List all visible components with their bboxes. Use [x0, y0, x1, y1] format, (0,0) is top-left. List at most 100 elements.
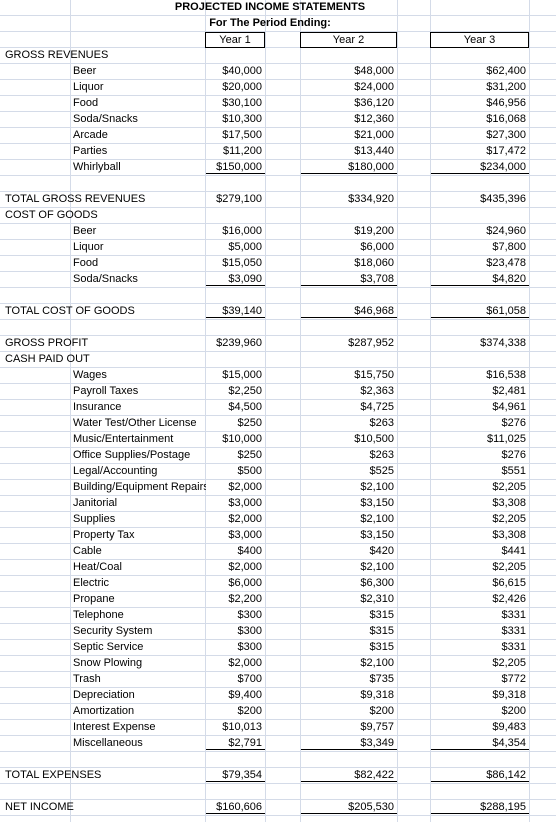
amount: $4,725: [301, 400, 397, 415]
amount: $315: [301, 640, 397, 655]
amount: $3,150: [301, 528, 397, 543]
amount: $2,481: [431, 384, 529, 399]
amount: $200: [206, 704, 265, 719]
amount: $200: [431, 704, 529, 719]
line-item-label: Heat/Coal: [73, 561, 122, 573]
amount: $700: [206, 672, 265, 687]
line-item-label: Soda/Snacks: [73, 273, 138, 285]
amount: $331: [431, 624, 529, 639]
amount: $250: [206, 416, 265, 431]
grid-line: [300, 0, 301, 822]
total-label: TOTAL GROSS REVENUES: [5, 193, 146, 205]
grid-line: [70, 0, 71, 822]
amount: $15,000: [206, 368, 265, 383]
amount: $15,050: [206, 256, 265, 271]
line-item-label: Miscellaneous: [73, 737, 143, 749]
line-item-label: Septic Service: [73, 641, 144, 653]
amount: $735: [301, 672, 397, 687]
amount: $2,000: [206, 656, 265, 671]
amount: $2,100: [301, 512, 397, 527]
subtitle: For The Period Ending:: [209, 17, 331, 29]
amount: $276: [431, 416, 529, 431]
amount: $9,757: [301, 720, 397, 735]
grid-line: [529, 0, 530, 822]
line-item-label: Water Test/Other License: [73, 417, 197, 429]
amount: $6,615: [431, 576, 529, 591]
total-label: TOTAL COST OF GOODS: [5, 305, 135, 317]
line-item-label: Supplies: [73, 513, 116, 525]
amount: $30,100: [206, 96, 265, 111]
amount: $420: [301, 544, 397, 559]
section-heading: COST OF GOODS: [5, 209, 98, 221]
line-item-label: Trash: [73, 673, 101, 685]
section-heading: GROSS REVENUES: [5, 49, 109, 61]
amount: $300: [206, 624, 265, 639]
amount: $2,426: [431, 592, 529, 607]
amount: $16,538: [431, 368, 529, 383]
amount: $31,200: [431, 80, 529, 95]
amount: $315: [301, 608, 397, 623]
amount: $2,200: [206, 592, 265, 607]
line-item-label: Parties: [73, 145, 108, 157]
line-item-label: Property Tax: [73, 529, 135, 541]
amount: $234,000: [431, 160, 529, 174]
line-item-label: Cable: [73, 545, 102, 557]
amount: $2,100: [301, 656, 397, 671]
amount: $4,354: [431, 736, 529, 750]
amount: $500: [206, 464, 265, 479]
amount: $7,800: [431, 240, 529, 255]
amount: $46,968: [301, 304, 397, 318]
amount: $2,205: [431, 656, 529, 671]
amount: $2,100: [301, 560, 397, 575]
line-item-label: Music/Entertainment: [73, 433, 174, 445]
amount: $61,058: [431, 304, 529, 318]
total-label: NET INCOME: [5, 801, 74, 813]
line-item-label: Office Supplies/Postage: [73, 449, 191, 461]
line-item-label: Propane: [73, 593, 115, 605]
line-item-label: Building/Equipment Repairs: [73, 481, 209, 493]
amount: $24,000: [301, 80, 397, 95]
section-heading: CASH PAID OUT: [5, 353, 90, 365]
amount: $551: [431, 464, 529, 479]
line-item-label: Beer: [73, 65, 97, 77]
line-item-label: Wages: [73, 369, 107, 381]
amount: $150,000: [206, 160, 265, 174]
line-item-label: Electric: [73, 577, 110, 589]
grid-line: [265, 0, 266, 822]
amount: $9,318: [301, 688, 397, 703]
amount: $40,000: [206, 64, 265, 79]
amount: $20,000: [206, 80, 265, 95]
amount: $3,000: [206, 496, 265, 511]
amount: $263: [301, 416, 397, 431]
amount: $276: [431, 448, 529, 463]
amount: $24,960: [431, 224, 529, 239]
amount: $435,396: [431, 192, 529, 207]
amount: $10,013: [206, 720, 265, 735]
amount: $6,000: [206, 576, 265, 591]
line-item-label: Soda/Snacks: [73, 113, 138, 125]
amount: $279,100: [206, 192, 265, 207]
line-item-label: Arcade: [73, 129, 108, 141]
line-item-label: Janitorial: [73, 497, 118, 509]
amount: $21,000: [301, 128, 397, 143]
amount: $9,483: [431, 720, 529, 735]
amount: $287,952: [301, 336, 397, 351]
amount: $2,205: [431, 480, 529, 495]
amount: $3,000: [206, 528, 265, 543]
amount: $200: [301, 704, 397, 719]
line-item-label: Interest Expense: [73, 721, 156, 733]
amount: $27,300: [431, 128, 529, 143]
amount: $19,200: [301, 224, 397, 239]
grid-line: [397, 0, 398, 822]
amount: $86,142: [431, 768, 529, 782]
title: PROJECTED INCOME STATEMENTS: [174, 1, 366, 13]
amount: $16,068: [431, 112, 529, 127]
amount: $18,060: [301, 256, 397, 271]
amount: $2,310: [301, 592, 397, 607]
amount: $205,530: [301, 800, 397, 814]
amount: $10,500: [301, 432, 397, 447]
amount: $3,708: [301, 272, 397, 286]
amount: $11,200: [206, 144, 265, 159]
amount: $288,195: [431, 800, 529, 814]
